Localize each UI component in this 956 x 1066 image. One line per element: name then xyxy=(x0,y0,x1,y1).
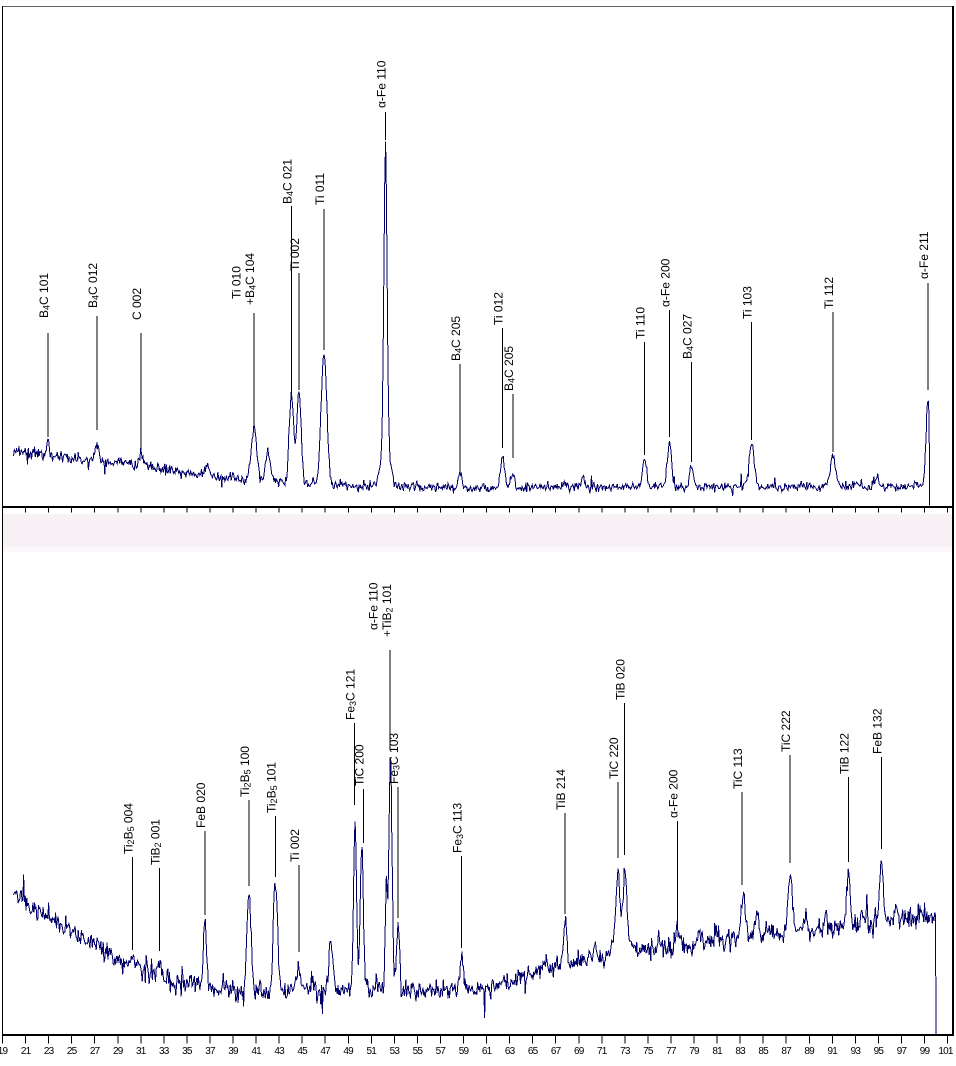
svg-text:Fe3C 103: Fe3C 103 xyxy=(387,733,402,784)
svg-text:α-Fe 200: α-Fe 200 xyxy=(667,769,681,818)
svg-text:Ti 012: Ti 012 xyxy=(492,292,506,325)
svg-text:73: 73 xyxy=(620,1046,631,1057)
svg-text:α-Fe 110: α-Fe 110 xyxy=(375,60,389,108)
svg-text:Ti 103: Ti 103 xyxy=(741,286,755,319)
svg-text:α-Fe 110: α-Fe 110 xyxy=(367,582,381,630)
svg-text:23: 23 xyxy=(44,1046,55,1057)
svg-text:55: 55 xyxy=(413,1046,424,1057)
svg-text:B4C 101: B4C 101 xyxy=(37,273,52,318)
svg-text:25: 25 xyxy=(67,1046,78,1057)
svg-text:Ti 002: Ti 002 xyxy=(288,238,302,271)
svg-text:Fe3C 113: Fe3C 113 xyxy=(450,803,465,853)
svg-text:91: 91 xyxy=(828,1046,839,1057)
svg-text:B4C 205: B4C 205 xyxy=(449,316,464,361)
svg-text:Fe3C 121: Fe3C 121 xyxy=(344,669,359,720)
svg-text:+TiB2 101: +TiB2 101 xyxy=(380,584,395,637)
svg-text:101: 101 xyxy=(938,1046,954,1057)
svg-text:TiB2 001: TiB2 001 xyxy=(149,819,164,865)
svg-text:81: 81 xyxy=(712,1046,723,1057)
svg-text:TiC 220: TiC 220 xyxy=(607,737,621,779)
svg-text:53: 53 xyxy=(390,1046,401,1057)
svg-text:α-Fe 211: α-Fe 211 xyxy=(917,231,931,279)
svg-text:Ti 112: Ti 112 xyxy=(822,277,836,309)
svg-text:99: 99 xyxy=(920,1046,931,1057)
svg-text:33: 33 xyxy=(159,1046,170,1057)
svg-text:97: 97 xyxy=(897,1046,908,1057)
svg-text:Ti2B5 004: Ti2B5 004 xyxy=(122,803,137,854)
svg-text:69: 69 xyxy=(574,1046,585,1057)
svg-text:37: 37 xyxy=(205,1046,216,1057)
svg-text:B4C 027: B4C 027 xyxy=(681,314,696,359)
svg-text:79: 79 xyxy=(689,1046,700,1057)
svg-text:47: 47 xyxy=(320,1046,331,1057)
svg-text:Ti 002: Ti 002 xyxy=(288,829,302,862)
svg-text:TiB 020: TiB 020 xyxy=(614,659,628,700)
svg-text:Ti 010: Ti 010 xyxy=(230,266,244,299)
svg-text:71: 71 xyxy=(597,1046,608,1057)
svg-text:65: 65 xyxy=(528,1046,539,1057)
svg-text:87: 87 xyxy=(781,1046,792,1057)
svg-text:93: 93 xyxy=(851,1046,862,1057)
svg-text:19: 19 xyxy=(0,1046,8,1057)
svg-text:Ti 110: Ti 110 xyxy=(634,307,648,339)
svg-text:75: 75 xyxy=(643,1046,654,1057)
svg-text:α-Fe 200: α-Fe 200 xyxy=(659,258,673,307)
svg-text:21: 21 xyxy=(21,1046,32,1057)
svg-text:57: 57 xyxy=(436,1046,447,1057)
svg-text:35: 35 xyxy=(182,1046,193,1057)
svg-text:Ti2B5 101: Ti2B5 101 xyxy=(265,762,280,813)
svg-text:95: 95 xyxy=(874,1046,885,1057)
svg-text:27: 27 xyxy=(90,1046,101,1057)
svg-text:51: 51 xyxy=(367,1046,378,1057)
svg-text:77: 77 xyxy=(666,1046,677,1057)
svg-text:83: 83 xyxy=(735,1046,746,1057)
svg-text:TiC 222: TiC 222 xyxy=(779,710,793,752)
svg-text:B4C 021: B4C 021 xyxy=(281,159,296,204)
svg-text:85: 85 xyxy=(758,1046,769,1057)
svg-text:89: 89 xyxy=(804,1046,815,1057)
svg-text:31: 31 xyxy=(136,1046,147,1057)
svg-text:C 002: C 002 xyxy=(130,288,144,320)
svg-text:29: 29 xyxy=(113,1046,124,1057)
svg-text:TiC 200: TiC 200 xyxy=(353,744,367,786)
svg-text:B4C 205: B4C 205 xyxy=(502,346,517,391)
svg-text:61: 61 xyxy=(482,1046,493,1057)
svg-text:TiB 214: TiB 214 xyxy=(554,769,568,810)
svg-text:59: 59 xyxy=(459,1046,470,1057)
svg-text:TiC 113: TiC 113 xyxy=(731,748,745,789)
svg-text:Ti 011: Ti 011 xyxy=(313,173,327,205)
svg-text:67: 67 xyxy=(551,1046,562,1057)
svg-text:+B4C 104: +B4C 104 xyxy=(243,253,258,305)
svg-text:43: 43 xyxy=(274,1046,285,1057)
svg-text:49: 49 xyxy=(343,1046,354,1057)
svg-text:B4C 012: B4C 012 xyxy=(86,263,101,308)
svg-text:63: 63 xyxy=(505,1046,516,1057)
svg-text:45: 45 xyxy=(297,1046,308,1057)
svg-text:Ti2B5 100: Ti2B5 100 xyxy=(238,746,253,797)
svg-text:41: 41 xyxy=(251,1046,262,1057)
svg-text:FeB 020: FeB 020 xyxy=(194,782,208,828)
svg-text:TiB 122: TiB 122 xyxy=(837,733,851,774)
svg-text:39: 39 xyxy=(228,1046,239,1057)
svg-text:FeB 132: FeB 132 xyxy=(871,708,885,754)
